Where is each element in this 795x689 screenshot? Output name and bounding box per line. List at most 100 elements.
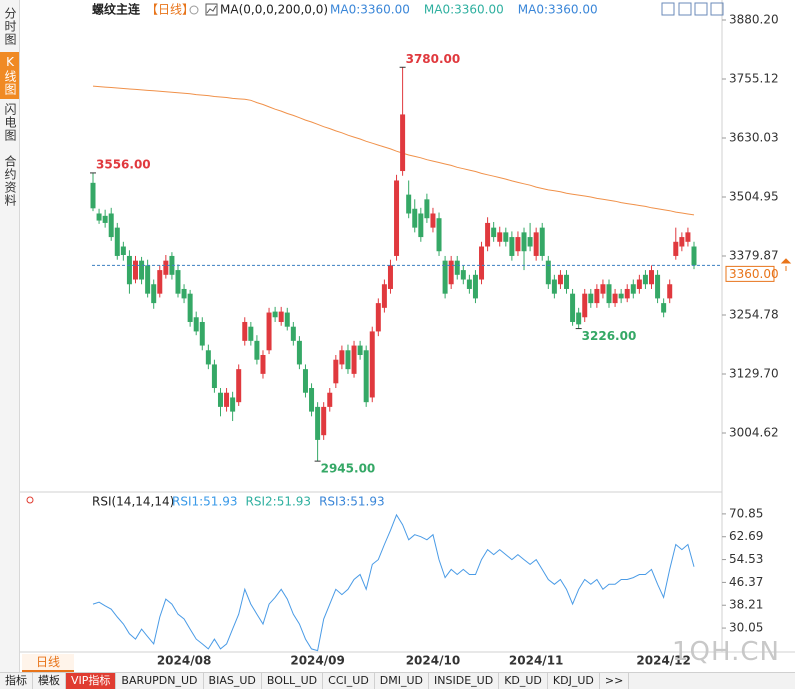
candle-body xyxy=(588,293,594,304)
rsi-line xyxy=(92,513,695,652)
candle-body xyxy=(145,265,151,294)
settings-icon[interactable] xyxy=(189,5,199,15)
high-label: 3780.00 xyxy=(406,52,461,66)
candle-body xyxy=(618,293,624,299)
indicator-tabs: 指标 模板 VIP指标 BARUPDN_UD BIAS_UD BOLL_UD CCI_UD D… xyxy=(0,672,795,689)
indicator-icon[interactable] xyxy=(205,3,218,16)
candle-body xyxy=(193,317,199,332)
indicator-tab[interactable]: 模板 xyxy=(33,673,66,689)
candle-body xyxy=(363,350,369,403)
candle-body xyxy=(351,345,357,374)
candle-body xyxy=(570,293,576,322)
candle-body xyxy=(290,326,296,341)
sidebar-tab[interactable]: 分时图 xyxy=(3,7,17,46)
candle-body xyxy=(551,279,557,294)
y-tick-label: 3880.20 xyxy=(729,13,779,27)
sidebar-tab-active[interactable]: K线图 xyxy=(0,52,19,99)
ma-line xyxy=(92,85,695,216)
watermark: 1QH.CN xyxy=(672,637,780,667)
x-tick-label: 2024/12 xyxy=(636,654,690,668)
candle-body xyxy=(436,218,442,252)
indicator-tab[interactable]: 指标 xyxy=(0,673,33,689)
candle-body xyxy=(564,274,570,289)
candle-body xyxy=(539,227,545,256)
candle-body xyxy=(181,288,187,299)
candle-body xyxy=(108,213,114,238)
indicator-tab[interactable]: VIP指标 xyxy=(66,673,117,689)
candle-body xyxy=(673,241,679,256)
candle-body xyxy=(260,355,266,374)
candle-body xyxy=(655,274,661,299)
indicator-tab[interactable]: BARUPDN_UD xyxy=(116,673,204,689)
indicator-tab[interactable]: KD_UD xyxy=(499,673,548,689)
indicator-tab[interactable]: DMI_UD xyxy=(375,673,430,689)
candle-body xyxy=(339,350,345,365)
candle-body xyxy=(369,331,375,398)
candle-body xyxy=(333,359,339,384)
y-tick-label: 46.37 xyxy=(729,575,763,589)
chart-title: 螺纹主连 xyxy=(92,2,141,17)
candle-body xyxy=(357,345,363,355)
candle-body xyxy=(248,326,254,341)
candle-body xyxy=(272,311,278,318)
candle-body xyxy=(576,312,582,325)
x-tick-label: 2024/09 xyxy=(290,654,344,668)
tool-icon[interactable] xyxy=(694,2,708,16)
candle-body xyxy=(424,199,430,219)
candle-body xyxy=(691,246,697,266)
candle-body xyxy=(187,293,193,322)
indicator-tab[interactable]: BIAS_UD xyxy=(204,673,262,689)
legend-label: MA0:3360.00 xyxy=(518,3,598,17)
candle-body xyxy=(667,284,673,299)
candle-body xyxy=(375,303,381,332)
legend-label: MA0:3360.00 xyxy=(330,3,410,17)
candle-body xyxy=(126,255,132,285)
tool-icon[interactable] xyxy=(710,2,724,16)
last-price-label: 3360.00 xyxy=(729,267,779,281)
tool-icon[interactable] xyxy=(661,2,675,16)
indicator-tab[interactable]: >> xyxy=(600,673,630,689)
y-tick-label: 38.21 xyxy=(729,598,763,612)
candle-body xyxy=(205,350,211,365)
period-badge[interactable]: 日线 xyxy=(22,654,74,672)
candle-body xyxy=(211,364,217,389)
candle-body xyxy=(454,260,460,275)
candle-body xyxy=(345,350,351,370)
toolbar-icons xyxy=(661,2,724,16)
indicator-tab[interactable]: KDJ_UD xyxy=(548,673,600,689)
candle-body xyxy=(230,397,236,412)
candle-body xyxy=(278,311,284,322)
candle-body xyxy=(102,215,108,223)
candle-body xyxy=(120,246,126,255)
y-tick-label: 62.69 xyxy=(729,529,763,543)
sidebar-tab[interactable]: 闪电图 xyxy=(3,103,17,142)
candle-body xyxy=(90,182,96,209)
y-tick-label: 3630.03 xyxy=(729,131,779,145)
candle-body xyxy=(151,284,157,304)
candle-body xyxy=(509,237,515,256)
candle-body xyxy=(642,274,648,285)
rsi-icon[interactable] xyxy=(26,496,34,504)
y-tick-label: 54.53 xyxy=(729,552,763,566)
legend-label: RSI3:51.93 xyxy=(319,495,385,509)
sidebar-tab[interactable]: 合约资料 xyxy=(3,155,17,207)
candle-body xyxy=(400,114,406,172)
indicator-tab[interactable]: BOLL_UD xyxy=(262,673,324,689)
indicator-tab[interactable]: INSIDE_UD xyxy=(429,673,500,689)
y-tick-label: 3755.12 xyxy=(729,72,779,86)
candle-body xyxy=(612,293,618,304)
candle-body xyxy=(527,237,533,247)
candle-body xyxy=(224,392,230,407)
candle-body xyxy=(472,274,478,299)
y-tick-label: 3254.78 xyxy=(729,308,779,322)
indicator-tab[interactable]: CCI_UD xyxy=(323,673,375,689)
candle-body xyxy=(466,279,472,289)
candle-body xyxy=(497,232,503,242)
x-tick-label: 2024/08 xyxy=(157,654,211,668)
candle-body xyxy=(242,321,248,341)
candle-body xyxy=(557,274,563,285)
high-label: 3556.00 xyxy=(96,157,151,171)
candle-body xyxy=(309,388,315,412)
tool-icon[interactable] xyxy=(678,2,692,16)
